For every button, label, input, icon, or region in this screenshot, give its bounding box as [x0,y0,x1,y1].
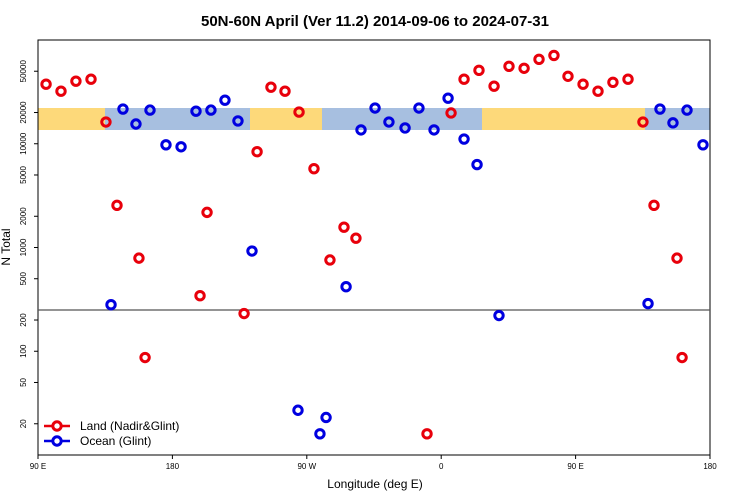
point [667,117,679,129]
point [175,141,187,153]
point [493,309,505,322]
x-tick-label: 90 E [567,462,583,471]
point [338,221,350,233]
point [676,351,688,364]
point [201,206,213,219]
point [533,53,545,66]
point [160,139,172,151]
point [607,76,619,89]
legend-marker [51,420,63,432]
point [350,232,362,244]
y-tick-label: 1000 [19,238,28,256]
point [238,307,250,320]
y-axis-label: N Total [0,228,13,265]
x-tick-label: 90 W [297,462,316,471]
point [85,73,97,85]
point [117,103,129,115]
point [681,104,693,116]
point [190,105,202,117]
point [292,404,304,416]
y-tick-label: 20000 [19,101,28,124]
point [139,351,151,364]
point [130,118,142,130]
x-tick-label: 0 [439,462,444,471]
y-tick-label: 5000 [19,166,28,184]
point [40,78,52,90]
point [548,49,560,62]
point [355,124,367,136]
point [100,116,112,128]
x-tick-label: 180 [166,462,180,471]
x-tick-label: 90 E [30,462,46,471]
point [642,297,654,310]
point [428,124,440,136]
point [265,81,277,93]
point [577,78,589,90]
y-tick-label: 10000 [19,132,28,155]
point [251,146,263,158]
point [471,158,483,171]
y-tick-label: 50000 [19,60,28,83]
point [340,280,352,293]
x-axis-label: Longitude (deg E) [327,477,422,491]
legend-label: Land (Nadir&Glint) [80,419,179,433]
y-tick-label: 50 [19,377,28,386]
point [637,116,649,128]
point [562,70,574,82]
point [246,245,258,257]
point [383,116,395,128]
point [369,102,381,114]
point [279,85,291,97]
point [399,122,411,134]
point [458,73,470,85]
point [671,252,683,264]
x-tick-label: 180 [703,462,717,471]
point [442,92,454,104]
point [324,254,336,266]
point [232,115,244,127]
point [111,199,123,212]
point [503,60,515,72]
point [55,85,67,97]
point [293,106,305,118]
y-tick-label: 20 [19,419,28,428]
point [654,103,666,115]
legend-marker [51,435,63,447]
point [488,80,500,92]
point [473,64,485,77]
point [194,290,206,302]
point [308,162,320,175]
chart-title: 50N-60N April (Ver 11.2) 2014-09-06 to 2… [201,13,549,30]
point [105,298,117,311]
point [133,252,145,264]
point [144,104,156,116]
y-tick-label: 100 [19,344,28,358]
point [314,428,326,440]
point [445,107,457,119]
point [320,411,332,424]
point [205,104,217,116]
point [458,133,470,145]
legend-label: Ocean (Glint) [80,434,151,448]
point [697,139,709,151]
point [421,428,433,440]
point [518,62,530,74]
y-tick-label: 200 [19,313,28,327]
y-tick-label: 500 [19,272,28,286]
point [648,199,660,212]
point [622,73,634,85]
point [592,85,604,97]
point [219,94,231,106]
point [70,75,82,87]
point [413,102,425,114]
y-tick-label: 2000 [19,207,28,225]
